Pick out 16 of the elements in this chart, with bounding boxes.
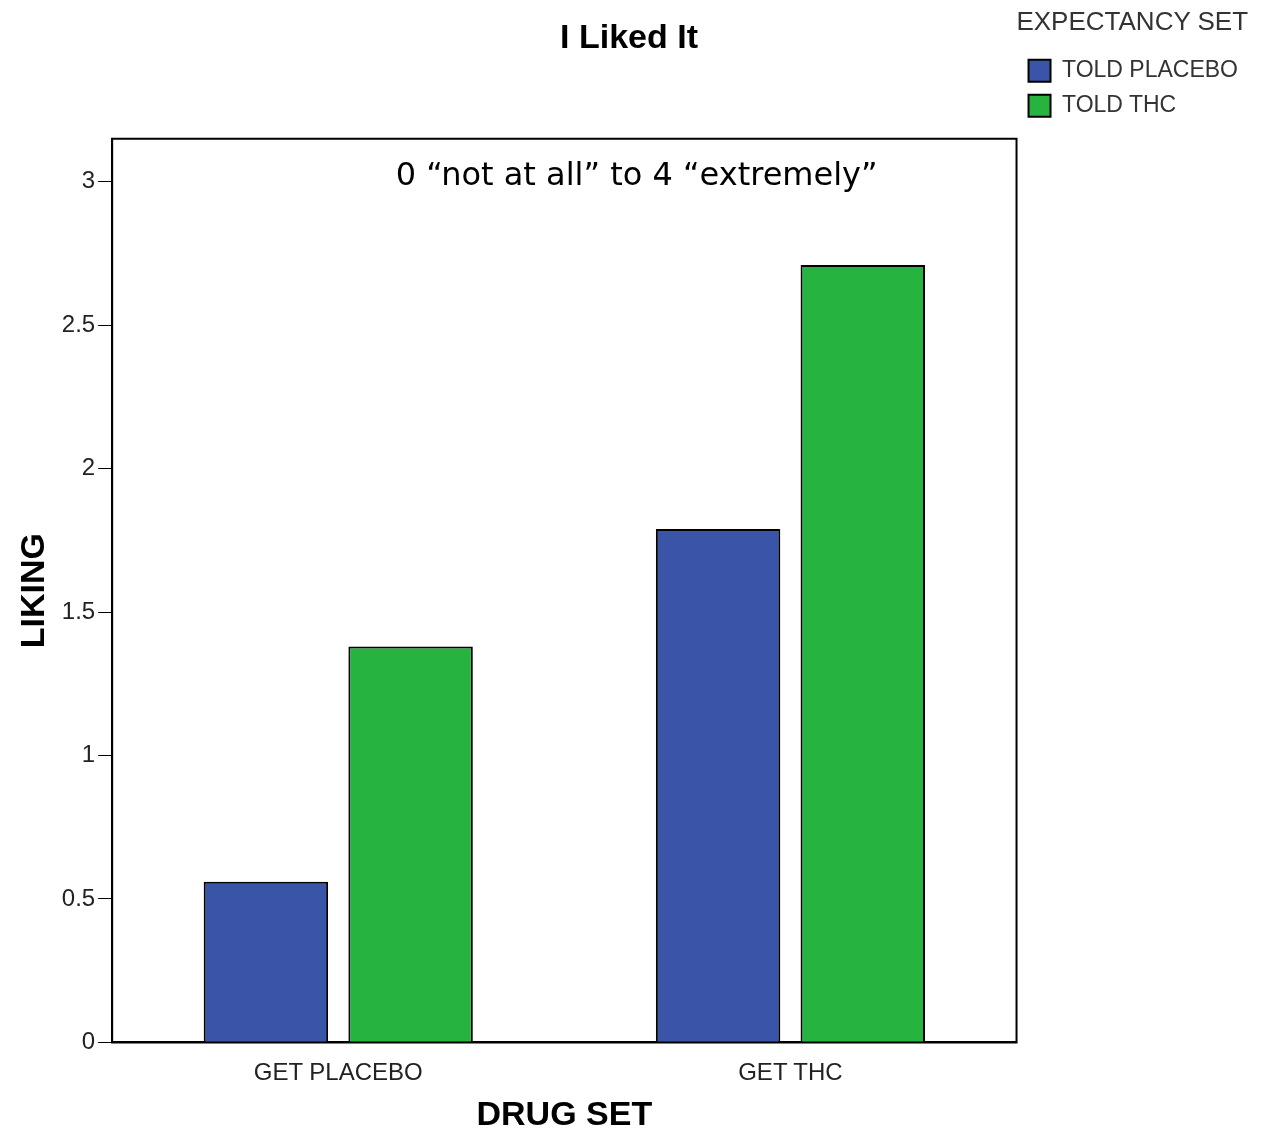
annotation: 0 “not at all” to 4 “extremely”: [395, 155, 878, 194]
x-tick-label: GET PLACEBO: [253, 1058, 423, 1086]
x-tick-label: GET THC: [738, 1058, 843, 1086]
y-tick-label: 0.5: [61, 883, 96, 911]
x-axis-title: DRUG SET: [476, 1093, 653, 1132]
y-tick-label: 2.5: [61, 309, 96, 337]
y-tick-label: 2: [81, 453, 96, 481]
y-tick-label: 0: [81, 1027, 96, 1055]
y-tick-label: 3: [81, 166, 96, 194]
y-axis-title: LIKING: [12, 532, 51, 649]
y-tick-label: 1: [81, 740, 96, 768]
y-tick-label: 1.5: [61, 596, 96, 624]
chart-title: I Liked It: [560, 16, 698, 55]
legend-label: TOLD PLACEBO: [1062, 56, 1239, 83]
legend-label: TOLD THC: [1062, 91, 1177, 118]
legend-title: EXPECTANCY SET: [1016, 6, 1249, 37]
